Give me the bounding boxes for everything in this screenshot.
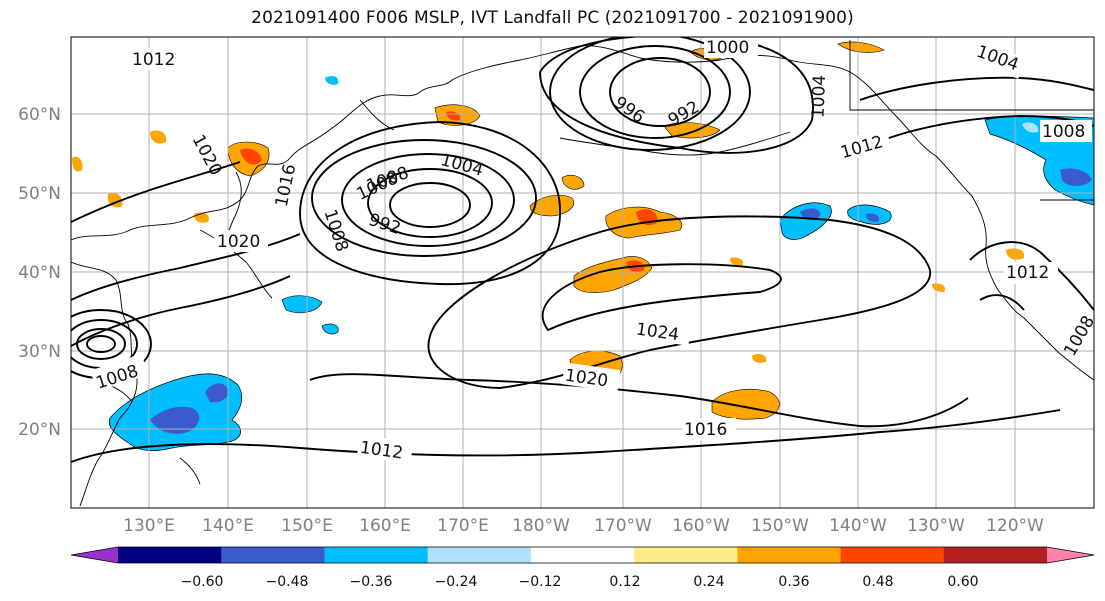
isobar-label: 1004 xyxy=(438,150,485,181)
isobar-label: 996 xyxy=(610,93,648,128)
isobar-label: 1020 xyxy=(217,232,260,252)
map-frame xyxy=(70,36,1095,509)
ivt-negative-area xyxy=(325,76,339,85)
latitude-labels: 60°N 50°N 40°N 30°N 20°N xyxy=(18,105,61,440)
colorbar-tick-label: −0.60 xyxy=(181,574,224,590)
colorbar-segment xyxy=(530,547,635,563)
lon-tick-label: 160°E xyxy=(359,516,411,536)
lon-tick-label: 130°E xyxy=(123,516,175,536)
colorbar-outline xyxy=(70,546,1095,564)
colorbar-tick-label: −0.24 xyxy=(435,574,478,590)
lat-tick-label: 40°N xyxy=(18,263,61,283)
isobar-label: 1008 xyxy=(319,207,351,254)
colorbar-segment xyxy=(634,547,738,563)
ivt-negative-area xyxy=(321,323,339,335)
lon-tick-label: 140°E xyxy=(202,516,254,536)
lon-tick-label: 180°W xyxy=(512,516,570,536)
ivt-negative-area xyxy=(1060,168,1092,186)
colorbar-segment xyxy=(324,547,429,563)
ivt-positive-area xyxy=(932,283,946,292)
ivt-negative-area xyxy=(866,213,880,222)
ivt-negative-area xyxy=(1022,122,1039,133)
colorbar-extend-low xyxy=(71,547,118,563)
ivt-positive-area xyxy=(72,156,83,172)
ivt-positive-area xyxy=(837,41,885,53)
ivt-positive-area xyxy=(240,148,262,165)
ivt-positive-area xyxy=(752,354,767,363)
colorbar-tick-label: 0.36 xyxy=(778,574,809,590)
colorbar xyxy=(70,546,1095,564)
lon-tick-label: 170°E xyxy=(437,516,489,536)
lon-tick-label: 150°W xyxy=(751,516,809,536)
map-title: 2021091400 F006 MSLP, IVT Landfall PC (2… xyxy=(251,8,854,28)
colorbar-tick-labels: −0.60 −0.48 −0.36 −0.24 −0.12 0.12 0.24 … xyxy=(181,574,979,590)
lon-tick-label: 130°W xyxy=(907,516,965,536)
colorbar-tick-label: 0.48 xyxy=(862,574,893,590)
ivt-positive-area xyxy=(150,130,167,144)
lon-tick-label: 150°E xyxy=(281,516,333,536)
lat-tick-label: 50°N xyxy=(18,184,61,204)
colorbar-tick-label: 0.60 xyxy=(947,574,978,590)
colorbar-tick-label: 0.24 xyxy=(693,574,724,590)
lon-tick-label: 120°W xyxy=(986,516,1044,536)
colorbar-tick-label: −0.12 xyxy=(519,574,562,590)
ivt-positive-area xyxy=(561,174,585,190)
ivt-positive-area xyxy=(730,257,744,266)
lat-tick-label: 20°N xyxy=(18,420,61,440)
isobar-label: 1020 xyxy=(188,131,226,179)
longitude-labels: 130°E 140°E 150°E 160°E 170°E 180°W 170°… xyxy=(123,516,1044,536)
colorbar-segment xyxy=(118,547,222,563)
ivt-negative-area xyxy=(205,383,229,403)
lat-tick-label: 30°N xyxy=(18,342,61,362)
colorbar-segment xyxy=(221,547,325,563)
lat-tick-label: 60°N xyxy=(18,105,61,125)
isobar-label: 1012 xyxy=(132,50,175,70)
colorbar-tick-label: 0.12 xyxy=(609,574,640,590)
ivt-negative-area xyxy=(150,406,200,434)
colorbar-segment xyxy=(840,547,945,563)
ivt-negative-area xyxy=(281,295,323,314)
isobar-label: 1012 xyxy=(838,132,885,163)
isobar-label: 1012 xyxy=(1006,263,1049,283)
ivt-negative-area xyxy=(779,202,832,240)
colorbar-tick-label: −0.36 xyxy=(350,574,393,590)
ivt-negative-area xyxy=(800,208,821,221)
isobar-label: 1008 xyxy=(1042,122,1085,142)
isobar-label: 1004 xyxy=(809,75,830,119)
colorbar-segment xyxy=(737,547,842,563)
colorbar-extend-high xyxy=(1047,547,1094,563)
ivt-positive-area xyxy=(711,388,780,420)
coastlines xyxy=(71,40,1094,507)
colorbar-tick-label: −0.48 xyxy=(266,574,309,590)
isobar-label: 1000 xyxy=(706,38,749,58)
lon-tick-label: 170°W xyxy=(594,516,652,536)
isobar-label: 1008 xyxy=(1060,312,1099,359)
isobar-label: 1016 xyxy=(272,162,301,208)
lon-tick-label: 140°W xyxy=(829,516,887,536)
isobar-label: 1016 xyxy=(684,420,727,440)
colorbar-segment xyxy=(943,547,1048,563)
colorbar-segment xyxy=(427,547,532,563)
lon-tick-label: 160°W xyxy=(672,516,730,536)
